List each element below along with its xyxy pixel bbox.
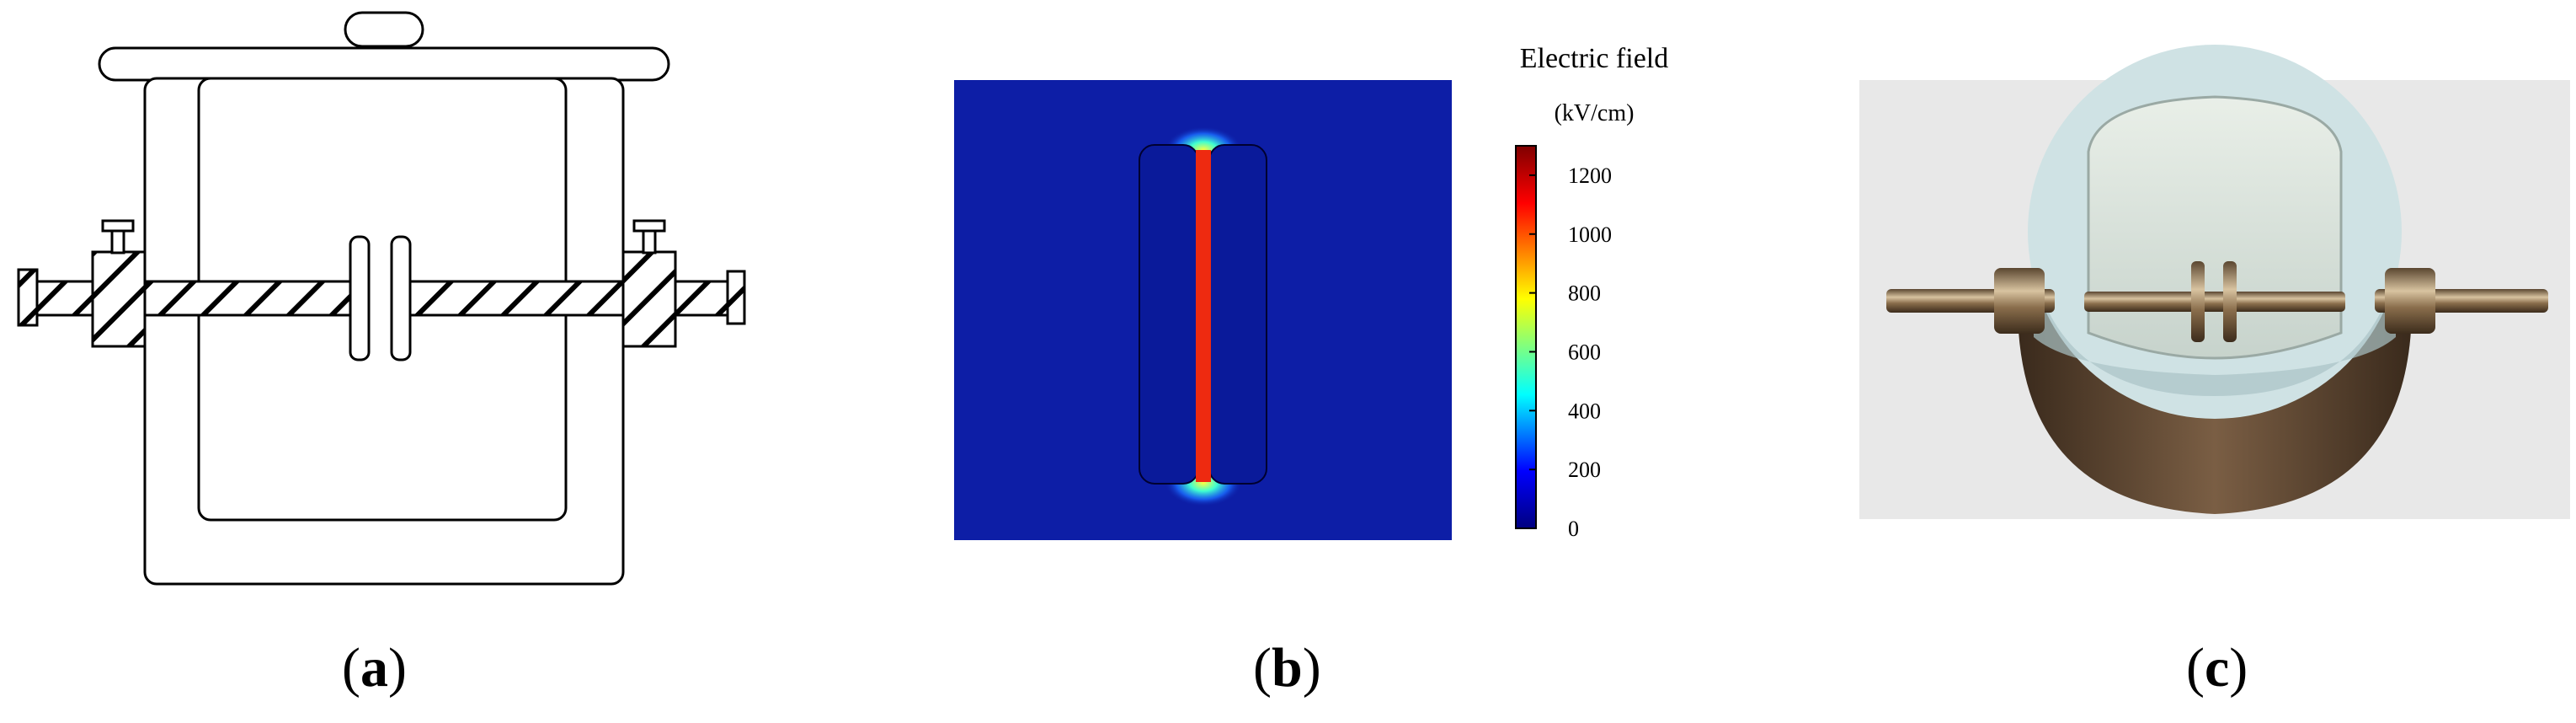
left-outer-rod	[35, 280, 94, 317]
panel-c: (c)	[1853, 0, 2576, 719]
colorbar-tick-label: 600	[1568, 340, 1601, 364]
right-flange	[621, 250, 677, 348]
right-electrode	[1208, 144, 1267, 485]
left-flange	[91, 250, 147, 348]
caption-a: (a)	[342, 637, 407, 699]
colorbar-tick-label: 200	[1568, 458, 1601, 482]
colorbar-ticks: 1200 1000 800 600 400 200 0	[1529, 163, 1612, 541]
right-inner-rod	[408, 280, 625, 317]
colorbar-tick-label: 0	[1568, 517, 1579, 541]
right-electrode-disc	[390, 235, 412, 362]
left-electrode-disc	[349, 235, 371, 362]
colorbar-title: Electric field	[1520, 43, 1669, 74]
photo-right-electrode	[2223, 261, 2237, 342]
colorbar-tick-label: 400	[1568, 399, 1601, 423]
left-end-cap	[17, 268, 39, 327]
colorbar-unit: (kV/cm)	[1555, 100, 1635, 126]
spark-gap-photo	[1859, 45, 2570, 519]
left-screw-head	[101, 219, 135, 233]
right-screw-stem	[642, 228, 657, 254]
photo-left-electrode	[2191, 261, 2205, 342]
left-screw-stem	[110, 228, 125, 254]
right-nut	[2385, 268, 2435, 334]
spark-gap-schematic	[17, 11, 746, 586]
colorbar	[1515, 145, 1537, 529]
colorbar-tick-label: 800	[1568, 281, 1601, 306]
right-outer-rod	[674, 280, 729, 317]
left-nut	[1994, 268, 2045, 334]
colorbar-tick-label: 1200	[1568, 163, 1612, 188]
colorbar-tick-label: 1000	[1568, 222, 1612, 247]
electric-field-map: Electric field (kV/cm) 1200 1000 800 600 400…	[954, 43, 1669, 541]
right-end-cap	[726, 270, 746, 325]
caption-c: (c)	[2186, 637, 2248, 699]
high-field-gap	[1196, 150, 1211, 482]
lid	[98, 46, 670, 82]
left-electrode	[1139, 144, 1199, 485]
caption-b: (b)	[1253, 637, 1321, 699]
panel-a: (a)	[0, 0, 758, 719]
inner-rod	[2084, 292, 2345, 312]
glass-window	[2087, 95, 2343, 360]
left-inner-rod	[143, 280, 352, 317]
panel-b: Electric field (kV/cm) 1200 1000 800 600 400…	[926, 0, 1684, 719]
lid-handle	[344, 11, 424, 48]
right-screw-head	[632, 219, 666, 233]
